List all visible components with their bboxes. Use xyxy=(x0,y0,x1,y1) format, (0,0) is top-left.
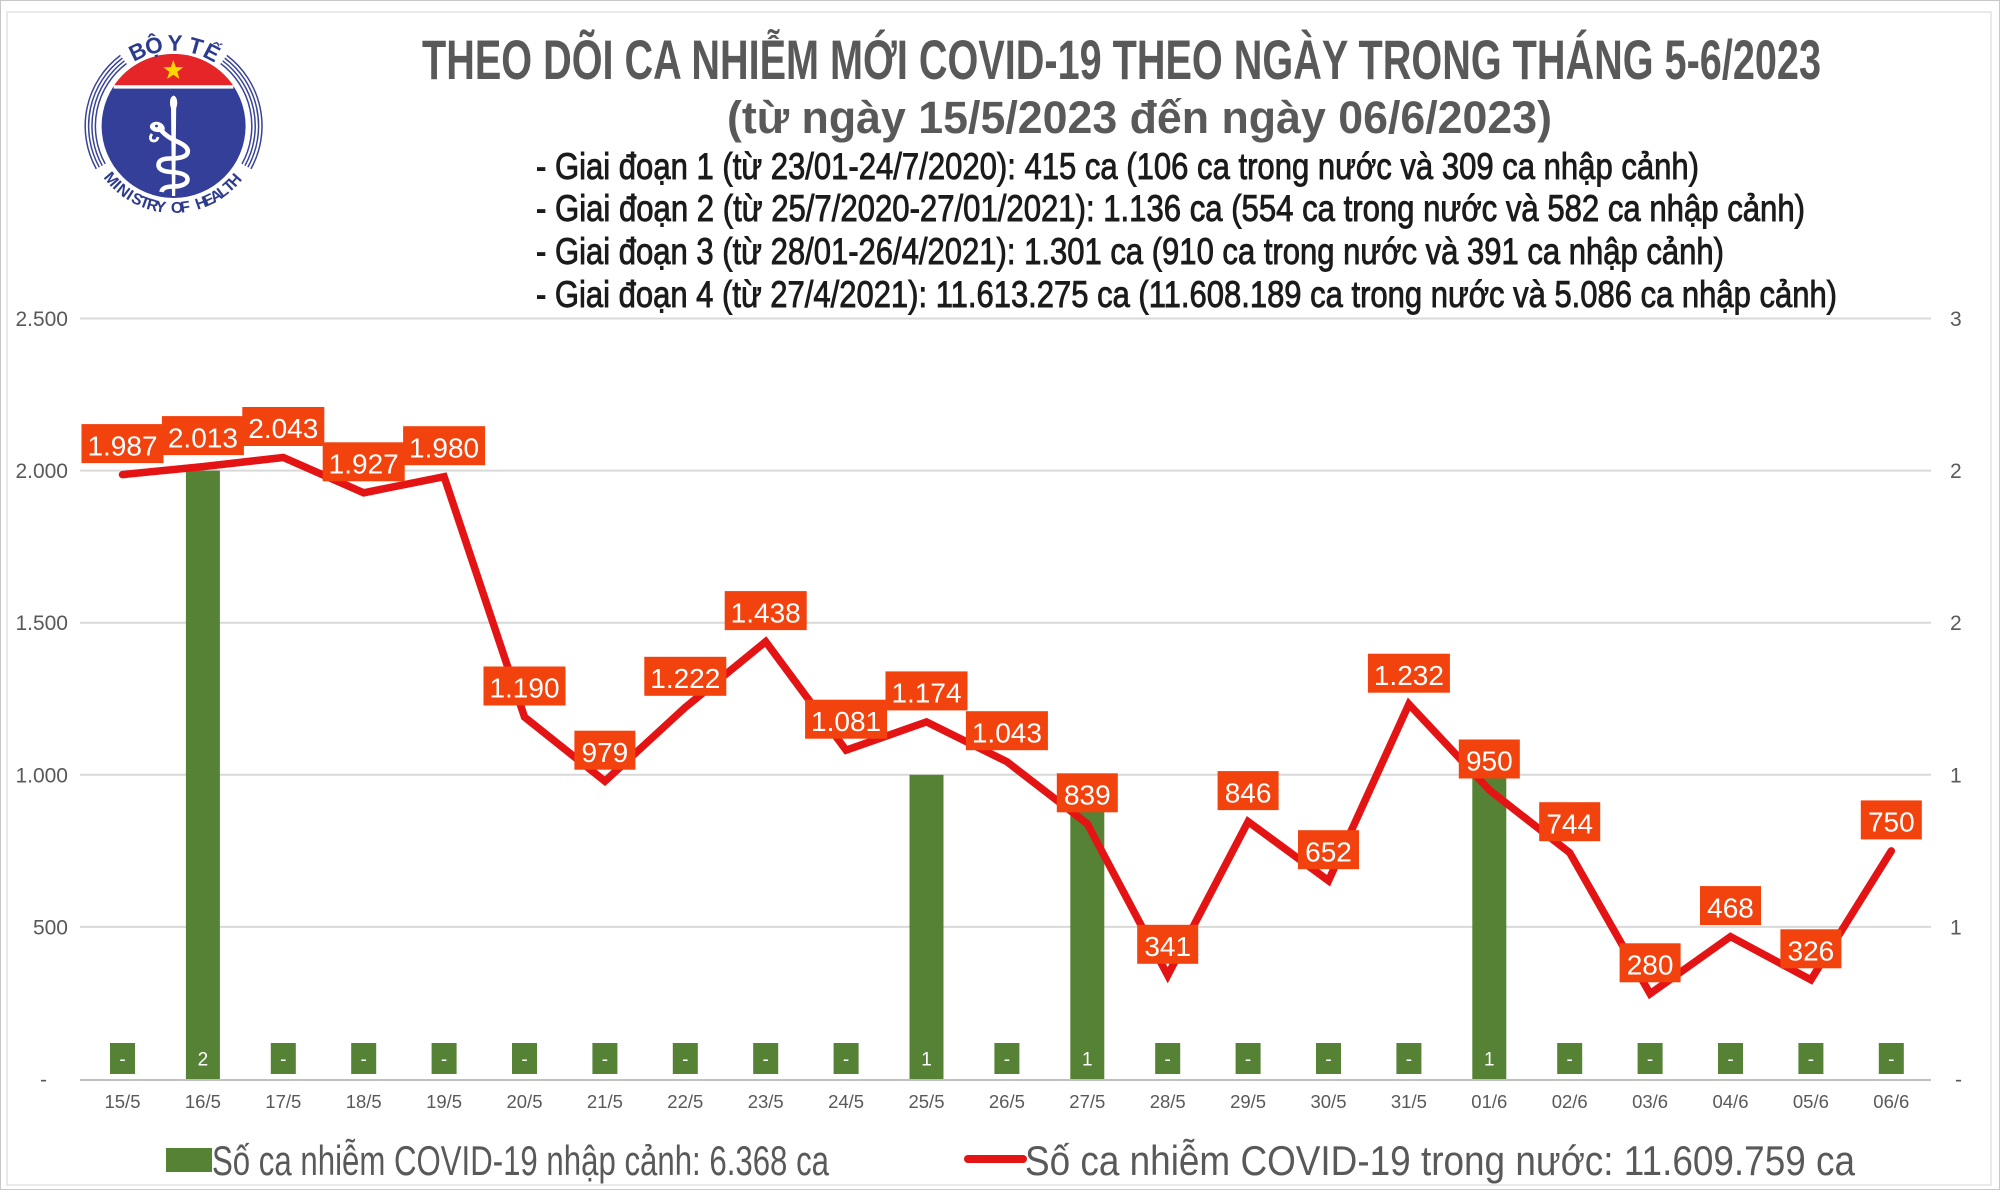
svg-text:-: - xyxy=(1245,1050,1251,1071)
svg-text:Y: Y xyxy=(154,198,168,217)
svg-text:Số ca nhiễm COVID-19 nhập cảnh: Số ca nhiễm COVID-19 nhập cảnh: 6.368 ca xyxy=(212,1137,829,1184)
svg-text:2: 2 xyxy=(1950,612,1962,635)
svg-text:05/6: 05/6 xyxy=(1793,1091,1829,1112)
svg-text:25/5: 25/5 xyxy=(908,1091,944,1112)
svg-text:-: - xyxy=(119,1050,125,1071)
svg-text:341: 341 xyxy=(1144,931,1191,962)
svg-text:-: - xyxy=(1808,1050,1814,1071)
svg-text:-: - xyxy=(1955,1069,1962,1092)
svg-text:16/5: 16/5 xyxy=(185,1091,221,1112)
svg-text:06/6: 06/6 xyxy=(1873,1091,1909,1112)
svg-text:29/5: 29/5 xyxy=(1230,1091,1266,1112)
svg-text:23/5: 23/5 xyxy=(748,1091,784,1112)
svg-text:-: - xyxy=(40,1069,47,1092)
svg-text:2: 2 xyxy=(1950,460,1962,483)
svg-text:15/5: 15/5 xyxy=(104,1091,140,1112)
svg-text:2.000: 2.000 xyxy=(15,460,68,483)
svg-text:950: 950 xyxy=(1466,746,1513,777)
svg-text:1.222: 1.222 xyxy=(650,663,720,694)
svg-text:-: - xyxy=(441,1050,447,1071)
svg-text:18/5: 18/5 xyxy=(346,1091,382,1112)
svg-text:1.500: 1.500 xyxy=(15,612,68,635)
svg-text:-: - xyxy=(1004,1050,1010,1071)
svg-text:-: - xyxy=(1567,1050,1573,1071)
svg-text:31/5: 31/5 xyxy=(1391,1091,1427,1112)
svg-text:Y: Y xyxy=(167,31,182,56)
svg-text:1.927: 1.927 xyxy=(329,449,399,480)
svg-text:1.081: 1.081 xyxy=(811,706,881,737)
svg-text:1: 1 xyxy=(1950,764,1962,787)
svg-text:26/5: 26/5 xyxy=(989,1091,1025,1112)
svg-text:1.987: 1.987 xyxy=(87,430,157,461)
svg-text:-: - xyxy=(521,1050,527,1071)
svg-text:- Giai đoạn 3 (từ 28/01-26/4/2: - Giai đoạn 3 (từ 28/01-26/4/2021): 1.30… xyxy=(536,231,1724,272)
svg-text:-: - xyxy=(1406,1050,1412,1071)
svg-text:21/5: 21/5 xyxy=(587,1091,623,1112)
svg-text:03/6: 03/6 xyxy=(1632,1091,1668,1112)
svg-text:750: 750 xyxy=(1868,807,1915,838)
svg-text:27/5: 27/5 xyxy=(1069,1091,1105,1112)
svg-text:1: 1 xyxy=(1950,916,1962,939)
svg-text:2: 2 xyxy=(198,1050,209,1071)
svg-text:-: - xyxy=(280,1050,286,1071)
svg-text:1.438: 1.438 xyxy=(731,597,801,628)
svg-text:-: - xyxy=(1325,1050,1331,1071)
svg-text:01/6: 01/6 xyxy=(1471,1091,1507,1112)
svg-text:- Giai đoạn 4 (từ 27/4/2021):: - Giai đoạn 4 (từ 27/4/2021): 11.613.275… xyxy=(536,274,1837,315)
svg-text:- Giai đoạn 1 (từ 23/01-24/7/2: - Giai đoạn 1 (từ 23/01-24/7/2020): 415 … xyxy=(536,146,1699,187)
svg-text:30/5: 30/5 xyxy=(1310,1091,1346,1112)
svg-text:-: - xyxy=(1888,1050,1894,1071)
svg-text:1.190: 1.190 xyxy=(489,673,559,704)
svg-text:3: 3 xyxy=(1950,308,1962,331)
svg-text:1.000: 1.000 xyxy=(15,764,68,787)
svg-text:1.174: 1.174 xyxy=(891,678,961,709)
svg-text:744: 744 xyxy=(1546,808,1593,839)
svg-text:2.013: 2.013 xyxy=(168,422,238,453)
svg-text:O: O xyxy=(171,200,184,218)
svg-text:-: - xyxy=(602,1050,608,1071)
svg-text:17/5: 17/5 xyxy=(265,1091,301,1112)
svg-text:652: 652 xyxy=(1305,836,1352,867)
svg-text:1.043: 1.043 xyxy=(972,717,1042,748)
svg-text:24/5: 24/5 xyxy=(828,1091,864,1112)
svg-text:-: - xyxy=(763,1050,769,1071)
svg-text:500: 500 xyxy=(33,916,68,939)
svg-text:- Giai đoạn 2 (từ 25/7/2020-27: - Giai đoạn 2 (từ 25/7/2020-27/01/2021):… xyxy=(536,188,1805,229)
svg-text:Ộ: Ộ xyxy=(142,31,165,59)
svg-text:468: 468 xyxy=(1707,892,1754,923)
svg-text:280: 280 xyxy=(1627,950,1674,981)
svg-text:-: - xyxy=(1165,1050,1171,1071)
svg-text:2.500: 2.500 xyxy=(15,308,68,331)
svg-text:979: 979 xyxy=(582,737,629,768)
svg-text:04/6: 04/6 xyxy=(1712,1091,1748,1112)
svg-text:-: - xyxy=(682,1050,688,1071)
svg-text:02/6: 02/6 xyxy=(1552,1091,1588,1112)
svg-text:Số ca nhiễm COVID-19 trong nướ: Số ca nhiễm COVID-19 trong nước: 11.609.… xyxy=(1025,1137,1856,1184)
svg-text:THEO DÕI CA NHIỄM MỚI COVID-19: THEO DÕI CA NHIỄM MỚI COVID-19 THEO NGÀY… xyxy=(422,28,1821,91)
svg-text:839: 839 xyxy=(1064,780,1111,811)
svg-text:28/5: 28/5 xyxy=(1150,1091,1186,1112)
svg-text:1: 1 xyxy=(1082,1050,1093,1071)
svg-text:-: - xyxy=(361,1050,367,1071)
svg-text:1: 1 xyxy=(1484,1050,1495,1071)
svg-text:326: 326 xyxy=(1788,936,1835,967)
svg-text:846: 846 xyxy=(1225,777,1272,808)
svg-text:H: H xyxy=(193,194,209,214)
svg-text:1.232: 1.232 xyxy=(1374,660,1444,691)
svg-text:1.980: 1.980 xyxy=(409,432,479,463)
svg-text:22/5: 22/5 xyxy=(667,1091,703,1112)
svg-text:2.043: 2.043 xyxy=(248,413,318,444)
svg-text:(từ ngày 15/5/2023 đến ngày 06: (từ ngày 15/5/2023 đến ngày 06/6/2023) xyxy=(727,92,1552,143)
svg-text:-: - xyxy=(843,1050,849,1071)
svg-text:-: - xyxy=(1727,1050,1733,1071)
svg-text:19/5: 19/5 xyxy=(426,1091,462,1112)
svg-text:F: F xyxy=(179,199,191,217)
svg-text:1: 1 xyxy=(921,1050,932,1071)
svg-text:-: - xyxy=(1647,1050,1653,1071)
svg-text:20/5: 20/5 xyxy=(506,1091,542,1112)
svg-text:R: R xyxy=(145,196,161,216)
